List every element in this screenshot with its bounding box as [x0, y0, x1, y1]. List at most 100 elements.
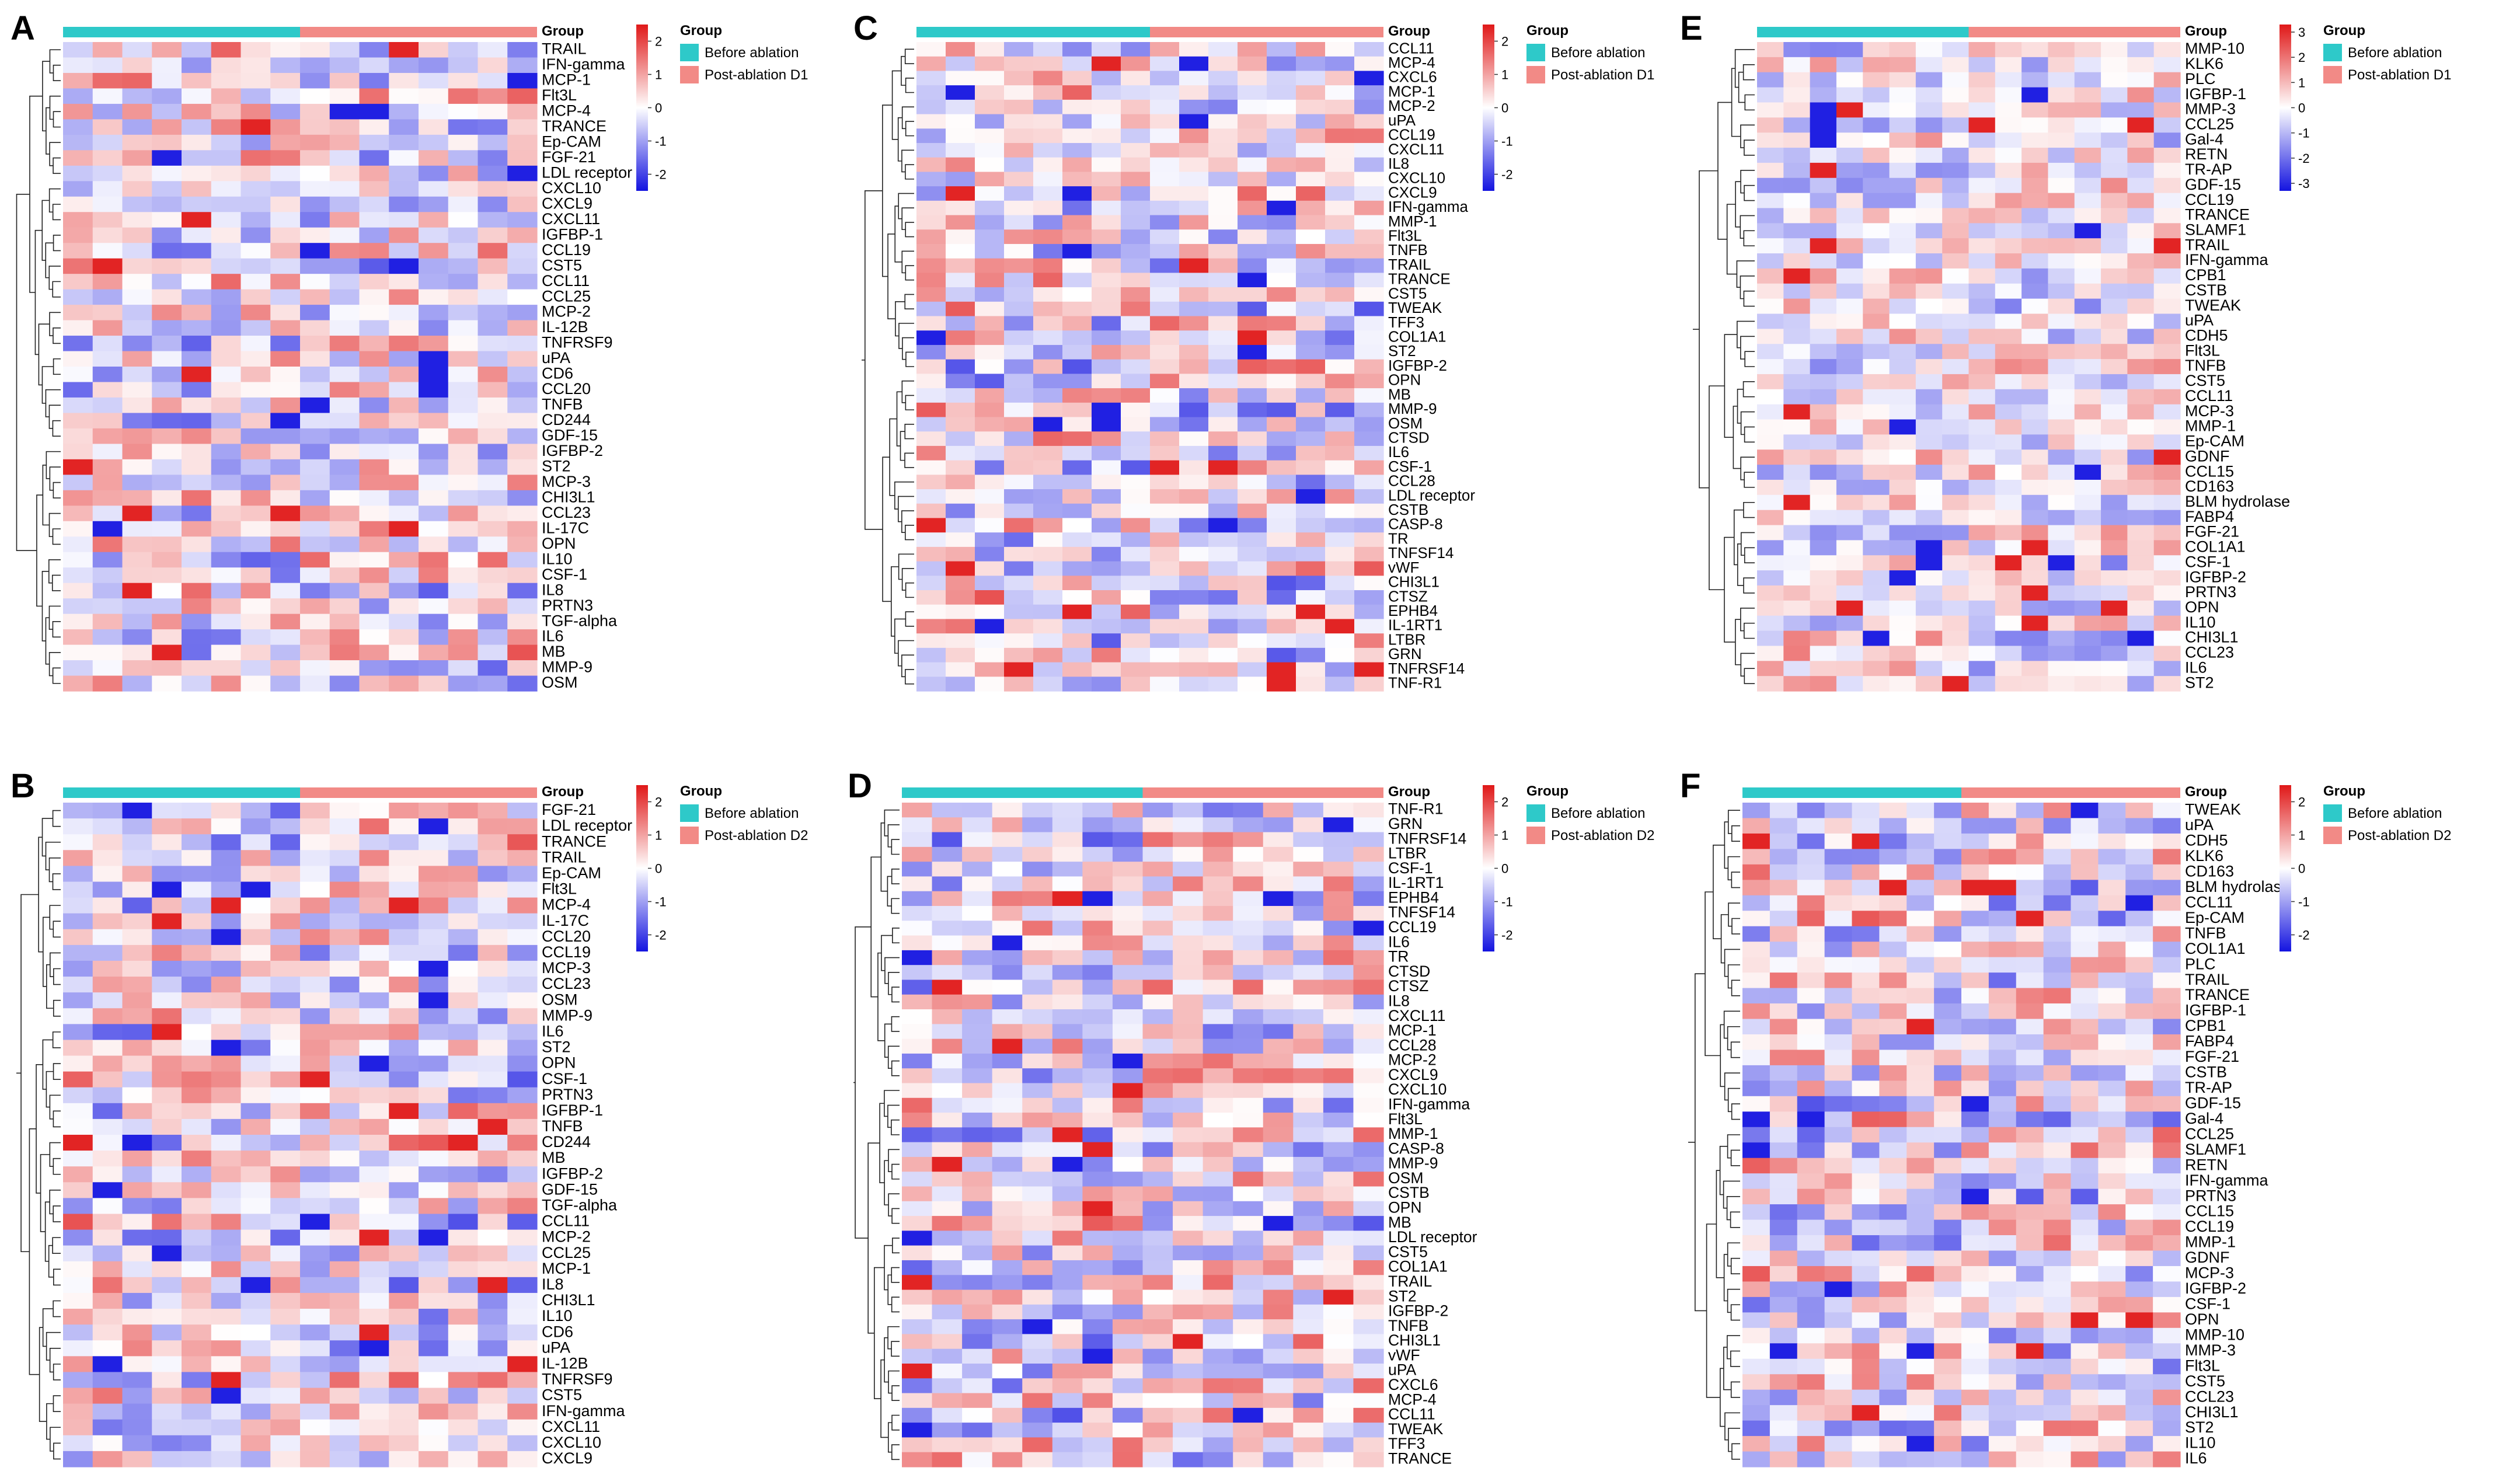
heatmap-cell: [241, 1356, 271, 1373]
heatmap-cell: [122, 644, 152, 661]
heatmap-cell: [211, 552, 242, 568]
heatmap-cell: [419, 1024, 449, 1041]
legend-label-before: Before ablation: [1551, 45, 1645, 61]
heatmap-cell: [300, 336, 330, 352]
heatmap-cell: [2043, 1127, 2072, 1143]
heatmap-cell: [1323, 1378, 1354, 1394]
heatmap-cell: [1323, 1363, 1354, 1379]
heatmap-cell: [477, 42, 508, 58]
heatmap-cell: [152, 929, 182, 946]
heatmap-cell: [63, 165, 93, 182]
row-label: IL6: [2185, 1449, 2207, 1467]
heatmap-cell: [92, 644, 123, 661]
heatmap-cell: [241, 351, 271, 367]
dendrogram-branch: [891, 70, 901, 140]
heatmap-cell: [1353, 979, 1384, 995]
heatmap-cell: [2043, 1296, 2072, 1313]
heatmap-cell: [448, 1024, 479, 1041]
heatmap-cell: [2043, 1034, 2072, 1051]
dendrogram-branch: [1734, 49, 1755, 88]
heatmap-cell: [1852, 1173, 1880, 1190]
heatmap-cell: [962, 1289, 993, 1305]
dendrogram-branch: [884, 1090, 900, 1117]
heatmap-cell: [1769, 1173, 1798, 1190]
heatmap-cell: [1879, 926, 1907, 942]
heatmap-cell: [1863, 133, 1890, 148]
heatmap-cell: [1836, 525, 1863, 541]
heatmap-cell: [2048, 434, 2075, 450]
heatmap-cell: [1879, 1235, 1907, 1252]
heatmap-cell: [2048, 253, 2075, 269]
heatmap-cell: [1233, 1068, 1264, 1084]
heatmap-cell: [241, 913, 271, 930]
heatmap-cell: [448, 1340, 479, 1357]
heatmap-cell: [1836, 283, 1863, 299]
heatmap-cell: [2153, 57, 2181, 73]
heatmap-cell: [1836, 555, 1863, 571]
heatmap-cell: [1263, 1319, 1294, 1334]
heatmap-cell: [1267, 489, 1296, 504]
heatmap-cell: [389, 1103, 419, 1120]
heatmap-cell: [92, 818, 123, 835]
heatmap-cell: [477, 960, 508, 977]
heatmap-cell: [2127, 630, 2155, 647]
heatmap-cell: [92, 552, 123, 568]
heatmap-cell: [1033, 186, 1063, 201]
heatmap-cell: [1769, 1343, 1798, 1360]
heatmap-cell: [1173, 803, 1204, 818]
heatmap-cell: [92, 134, 123, 151]
heatmap-cell: [448, 944, 479, 961]
heatmap-cell: [2071, 1358, 2099, 1375]
heatmap-cell: [419, 274, 449, 290]
row-label: CST5: [542, 1386, 582, 1404]
heatmap-cell: [1052, 1156, 1083, 1172]
heatmap-cell: [1879, 895, 1907, 911]
heatmap-cell: [1934, 957, 1962, 973]
heatmap-cell: [1810, 283, 1837, 299]
heatmap-cell: [122, 567, 152, 584]
heatmap-cell: [1968, 374, 1996, 390]
heatmap-cell: [2016, 1281, 2044, 1298]
heatmap-cell: [1267, 475, 1296, 490]
heatmap-cell: [1296, 114, 1326, 129]
heatmap-cell: [1112, 994, 1144, 1010]
heatmap-cell: [1142, 1407, 1173, 1423]
heatmap-cell: [1354, 287, 1384, 302]
heatmap-cell: [270, 57, 301, 74]
heatmap-cell: [241, 367, 271, 383]
heatmap-cell: [122, 629, 152, 646]
heatmap-cell: [211, 897, 242, 914]
dendrogram-branch: [1731, 825, 1740, 842]
heatmap-cell: [975, 243, 1005, 259]
heatmap-cell: [2021, 283, 2049, 299]
heatmap-cell: [300, 351, 330, 367]
heatmap-cell: [1062, 71, 1092, 86]
heatmap-cell: [1836, 177, 1863, 194]
heatmap-cell: [300, 1451, 330, 1467]
heatmap-cell: [63, 1372, 93, 1389]
heatmap-cell: [63, 1419, 93, 1436]
heatmap-cell: [1988, 1343, 2017, 1360]
heatmap-cell: [63, 336, 93, 352]
heatmap-cell: [182, 834, 212, 850]
heatmap-cell: [507, 1008, 538, 1024]
row-label: IL-1RT1: [1388, 874, 1444, 891]
heatmap-cell: [1179, 374, 1209, 389]
heatmap-cell: [1263, 1186, 1294, 1202]
heatmap-cell: [1179, 85, 1209, 100]
heatmap-cell: [2043, 1096, 2072, 1112]
heatmap-cell: [1004, 619, 1034, 634]
heatmap-cell: [1995, 661, 2022, 677]
heatmap-cell: [2101, 177, 2128, 194]
dendrogram-branch: [50, 1427, 61, 1452]
heatmap-cell: [975, 229, 1005, 245]
heatmap-cell: [2021, 540, 2049, 556]
heatmap-cell: [1296, 503, 1326, 519]
heatmap-cell: [2153, 540, 2181, 556]
heatmap-cell: [1354, 633, 1384, 649]
heatmap-cell: [1092, 215, 1121, 230]
heatmap-cell: [329, 1229, 360, 1246]
heatmap-cell: [63, 227, 93, 243]
heatmap-cell: [63, 644, 93, 661]
heatmap-cell: [419, 289, 449, 305]
